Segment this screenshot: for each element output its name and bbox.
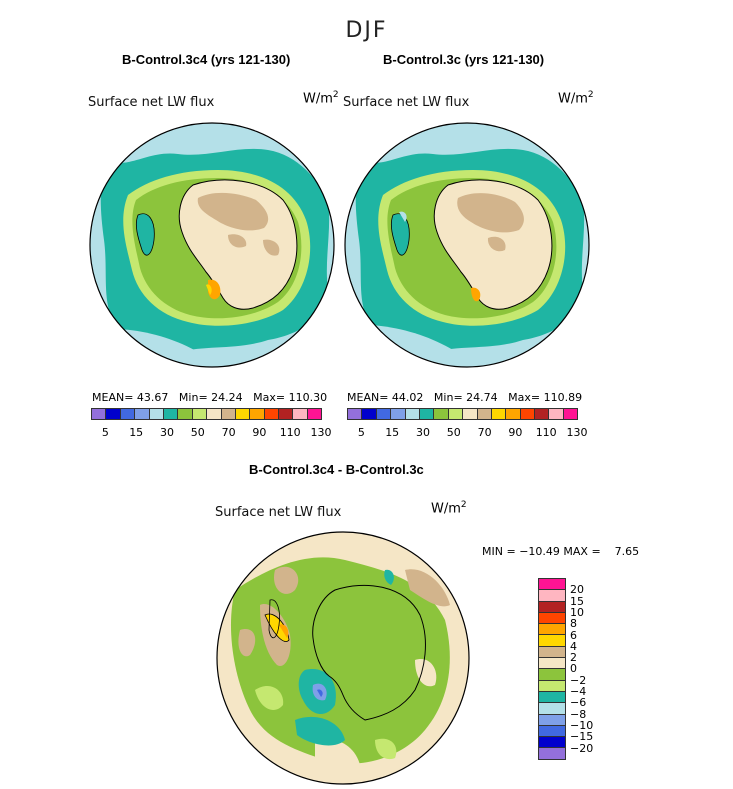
colorbar-tick-label: 110 xyxy=(279,426,301,439)
right-map-border xyxy=(344,122,590,368)
left-colorbar-ticks: 5 15 30 50 70 90 110 130 xyxy=(91,426,332,440)
colorbar-swatch xyxy=(534,408,550,420)
left-units-label: W/m2 xyxy=(303,90,339,107)
colorbar-tick-label: −15 xyxy=(570,730,594,744)
diff-variable-label: Surface net LW flux xyxy=(215,505,342,520)
colorbar-tick-label: 8 xyxy=(570,617,577,631)
diff-antarctica-coastline xyxy=(312,584,426,721)
left-variable-label: Surface net LW flux xyxy=(88,95,215,110)
colorbar-tick-label: 30 xyxy=(160,426,174,439)
colorbar-swatch xyxy=(263,408,280,420)
colorbar-tick-label: −20 xyxy=(570,741,594,755)
colorbar-tick-label: 0 xyxy=(570,662,577,676)
colorbar-swatch xyxy=(462,408,478,420)
colorbar-swatch xyxy=(447,408,464,420)
diff-green-region xyxy=(230,557,450,764)
colorbar-swatch xyxy=(562,408,579,420)
colorbar-tick-label: 15 xyxy=(129,426,144,439)
colorbar-tick-label: 50 xyxy=(190,426,205,439)
colorbar-swatch xyxy=(548,408,564,420)
colorbar-swatch xyxy=(404,408,420,420)
right-polar-map xyxy=(344,122,590,368)
colorbar-swatch xyxy=(505,408,521,420)
colorbar-tick-label: 10 xyxy=(570,605,584,619)
left-polar-map xyxy=(89,122,335,368)
colorbar-swatch xyxy=(234,408,251,420)
colorbar-swatch xyxy=(292,408,308,420)
colorbar-tick-label: 110 xyxy=(535,426,557,439)
right-stats: MEAN= 44.02 Min= 24.74 Max= 110.89 xyxy=(347,391,583,404)
colorbar-tick-label: −2 xyxy=(570,673,587,687)
colorbar-tick-label: 90 xyxy=(508,426,523,439)
colorbar-tick-label: −4 xyxy=(570,685,587,698)
colorbar-swatch xyxy=(490,408,507,420)
diff-polar-map xyxy=(216,531,470,785)
colorbar-swatch xyxy=(105,408,121,420)
colorbar-tick-label: 2 xyxy=(570,651,577,665)
colorbar-swatch xyxy=(177,408,193,420)
right-colorbar-ticks: 5 15 30 50 70 90 110 130 xyxy=(347,426,588,440)
colorbar-tick-label: 5 xyxy=(357,426,365,439)
colorbar-swatch xyxy=(390,408,406,420)
colorbar-swatch xyxy=(375,408,392,420)
colorbar-tick-label: 15 xyxy=(570,594,584,608)
diff-colorbar-ticks: 20 15 10 8 6 4 2 0 −2 −4 −6 −8 −10 −15 −20 xyxy=(568,578,608,778)
colorbar-tick-label: 70 xyxy=(477,426,492,439)
left-colorbar xyxy=(91,408,323,420)
colorbar-tick-label: 50 xyxy=(446,426,461,439)
colorbar-swatch xyxy=(476,408,492,420)
diff-units-label: W/m2 xyxy=(431,500,467,517)
colorbar-swatch xyxy=(249,408,265,420)
right-units-label: W/m2 xyxy=(558,90,594,107)
colorbar-swatch xyxy=(538,747,566,760)
right-panel-title: B-Control.3c (yrs 121-130) xyxy=(383,52,545,67)
colorbar-swatch xyxy=(134,408,150,420)
colorbar-tick-label: 130 xyxy=(566,426,588,439)
colorbar-swatch xyxy=(191,408,208,420)
colorbar-tick-label: 4 xyxy=(570,639,577,653)
colorbar-swatch xyxy=(148,408,164,420)
colorbar-swatch xyxy=(91,408,107,420)
colorbar-swatch xyxy=(306,408,323,420)
colorbar-tick-label: 30 xyxy=(416,426,430,439)
colorbar-tick-label: −10 xyxy=(570,718,594,732)
colorbar-swatch xyxy=(162,408,179,420)
colorbar-tick-label: 20 xyxy=(570,583,584,597)
diff-map-border xyxy=(216,531,470,785)
colorbar-tick-label: 70 xyxy=(221,426,236,439)
colorbar-tick-label: 6 xyxy=(570,628,577,642)
colorbar-swatch xyxy=(519,408,536,420)
colorbar-swatch xyxy=(347,408,363,420)
diff-stats: MIN = −10.49 MAX = 7.65 xyxy=(482,545,640,558)
colorbar-swatch xyxy=(418,408,435,420)
colorbar-tick-label: 15 xyxy=(385,426,400,439)
colorbar-tick-label: 130 xyxy=(310,426,332,439)
left-stats: MEAN= 43.67 Min= 24.24 Max= 110.30 xyxy=(92,391,328,404)
colorbar-swatch xyxy=(119,408,136,420)
colorbar-tick-label: 90 xyxy=(252,426,267,439)
colorbar-swatch xyxy=(361,408,377,420)
colorbar-swatch xyxy=(433,408,449,420)
colorbar-tick-label: −6 xyxy=(570,696,587,710)
colorbar-swatch xyxy=(206,408,222,420)
right-variable-label: Surface net LW flux xyxy=(343,95,470,110)
right-colorbar xyxy=(347,408,579,420)
diff-colorbar xyxy=(538,578,566,760)
colorbar-tick-label: 5 xyxy=(101,426,109,439)
left-panel-title: B-Control.3c4 (yrs 121-130) xyxy=(122,52,291,67)
colorbar-swatch xyxy=(278,408,294,420)
diff-panel-title: B-Control.3c4 - B-Control.3c xyxy=(249,462,424,477)
colorbar-tick-label: −8 xyxy=(570,707,587,721)
left-map-border xyxy=(89,122,335,368)
season-title: DJF xyxy=(345,18,388,43)
colorbar-swatch xyxy=(220,408,236,420)
